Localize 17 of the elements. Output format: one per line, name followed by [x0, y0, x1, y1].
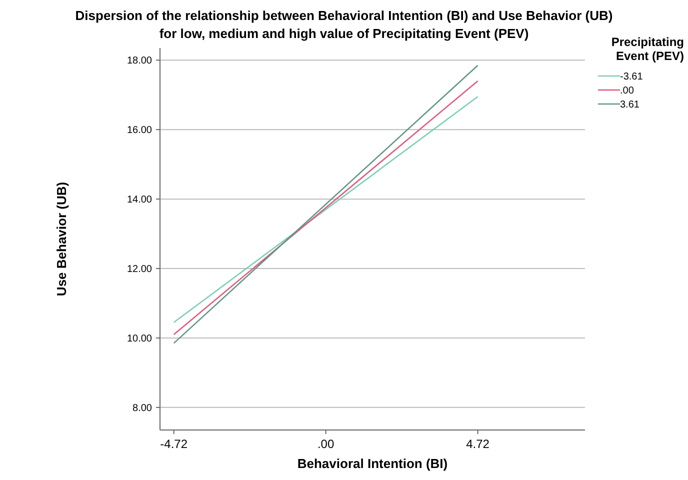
legend-label: -3.61	[620, 72, 644, 82]
y-tick-label: 14.00	[126, 194, 152, 206]
y-tick-label: 10.00	[126, 333, 152, 344]
legend-label: 3.61	[620, 100, 640, 110]
x-tick-label: 4.72	[466, 437, 490, 451]
x-tick-label: -4.72	[160, 437, 188, 451]
x-axis-title: Behavioral Intention (BI)	[297, 456, 448, 471]
y-tick-label: 18.00	[126, 56, 152, 67]
legend-title: Precipitating Event (PEV)	[611, 35, 684, 63]
x-tick-label: .00	[317, 437, 334, 451]
chart-subtitle: for low, medium and high value of Precipitating Event (PEV)	[159, 26, 529, 41]
chart-title: Dispersion of the relationship between Behavioral Intention (BI) and Use Behavior (UB)	[75, 8, 613, 23]
y-tick-label: 16.00	[126, 125, 152, 136]
y-tick-label: 12.00	[126, 264, 152, 276]
legend-label: .00	[620, 86, 634, 96]
y-axis-title: Use Behavior (UB)	[54, 182, 69, 296]
y-tick-label: 8.00	[132, 402, 152, 414]
